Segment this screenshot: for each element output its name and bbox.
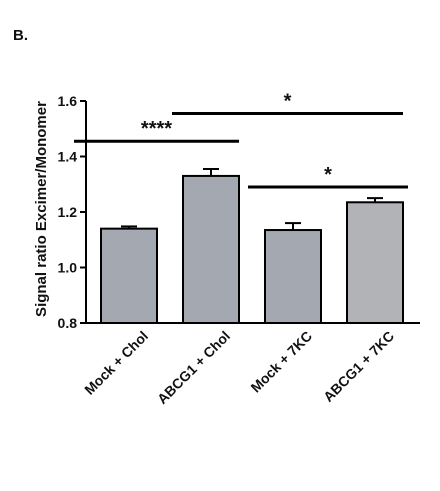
y-tick-label: 0.8 — [58, 315, 78, 331]
bar — [100, 227, 158, 324]
significance-label: * — [284, 90, 292, 112]
bars — [100, 167, 404, 325]
panel-label: B. — [13, 27, 28, 44]
x-tick-label: Mock + Chol — [81, 328, 151, 398]
x-tick-label: ABCG1 + Chol — [154, 328, 233, 407]
y-tick-label: 1.4 — [58, 149, 78, 165]
axes: 0.8 1.0 1.2 1.4 1.6 — [58, 93, 420, 331]
y-tick-label: 1.0 — [58, 260, 78, 276]
bar — [264, 229, 322, 325]
significance-label: **** — [141, 118, 172, 140]
bar — [182, 174, 240, 324]
bar — [346, 201, 404, 325]
significance-annotations: ****** — [74, 90, 408, 189]
x-tick-label: ABCG1 + 7KC — [320, 328, 397, 405]
y-tick-label: 1.2 — [58, 204, 78, 220]
x-tick-label: Mock + 7KC — [247, 328, 315, 396]
y-tick-label: 1.6 — [58, 93, 78, 109]
y-axis-label: Signal ratio Excimer/Monomer — [33, 101, 50, 317]
significance-label: * — [324, 164, 332, 186]
